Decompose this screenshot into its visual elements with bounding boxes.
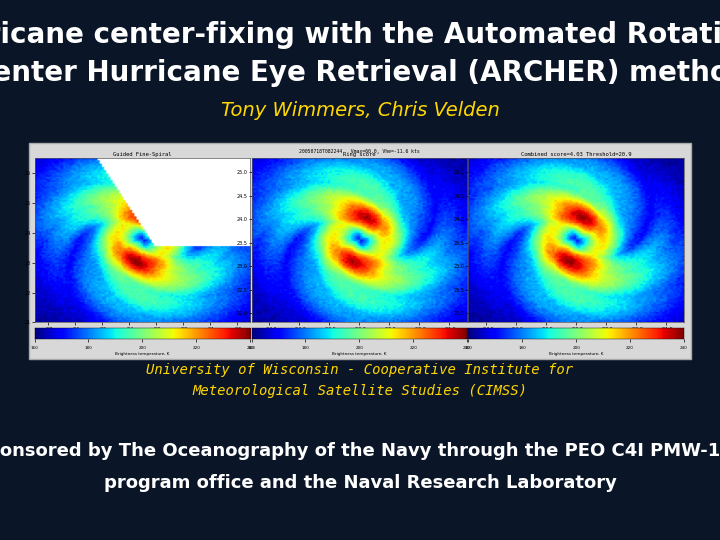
Title: Guided Fine-Spiral: Guided Fine-Spiral xyxy=(113,152,171,157)
X-axis label: Brightness temperature, K: Brightness temperature, K xyxy=(332,352,387,356)
Text: 20050718T082244   Vmax=60.0, Vhe=-11.6 kts: 20050718T082244 Vmax=60.0, Vhe=-11.6 kts xyxy=(299,149,420,154)
Title: Ring score: Ring score xyxy=(343,152,376,157)
Text: Hurricane center-fixing with the Automated Rotational: Hurricane center-fixing with the Automat… xyxy=(0,21,720,49)
Text: program office and the Naval Research Laboratory: program office and the Naval Research La… xyxy=(104,474,616,492)
Text: Tony Wimmers, Chris Velden: Tony Wimmers, Chris Velden xyxy=(220,101,500,120)
X-axis label: Brightness temperature, K: Brightness temperature, K xyxy=(115,352,169,356)
X-axis label: Brightness temperature, K: Brightness temperature, K xyxy=(549,352,603,356)
Bar xyxy=(29,143,691,359)
Title: Combined score=4.03 Threshold=20.9: Combined score=4.03 Threshold=20.9 xyxy=(521,152,631,157)
Text: Meteorological Satellite Studies (CIMSS): Meteorological Satellite Studies (CIMSS) xyxy=(192,384,528,399)
Text: Center Hurricane Eye Retrieval (ARCHER) method: Center Hurricane Eye Retrieval (ARCHER) … xyxy=(0,59,720,87)
Text: University of Wisconsin - Cooperative Institute for: University of Wisconsin - Cooperative In… xyxy=(146,363,574,377)
Text: Sponsored by The Oceanography of the Navy through the PEO C4I PMW-150: Sponsored by The Oceanography of the Nav… xyxy=(0,442,720,460)
